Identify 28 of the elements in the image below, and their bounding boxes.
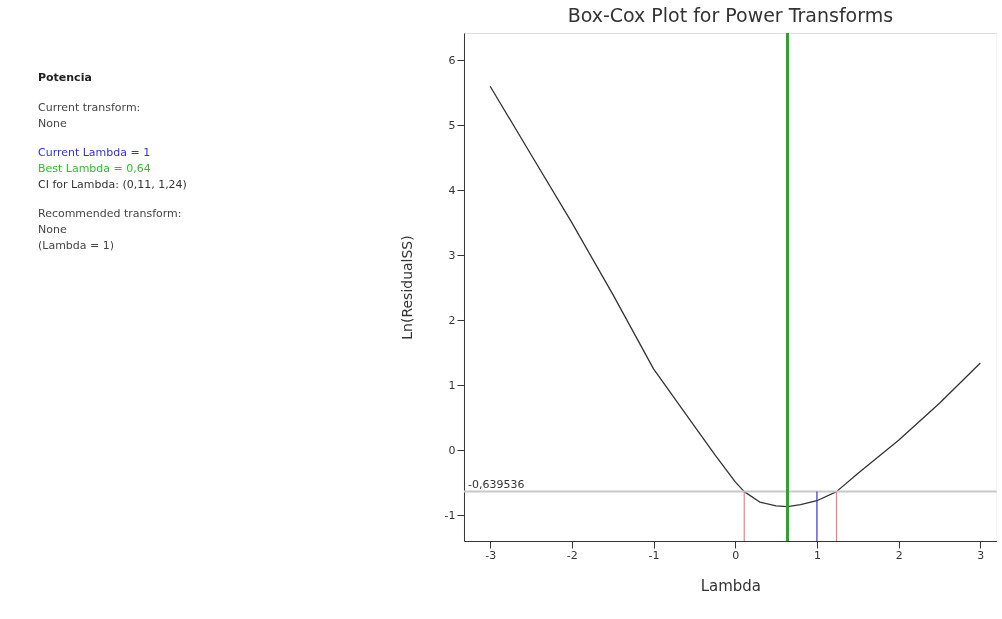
text: Best Lambda = 0,64 [38, 162, 151, 175]
x-axis-title: Lambda [700, 577, 762, 596]
ref-line-label: -0,639536 [467, 477, 525, 491]
y-tick-label: 0 [448, 443, 456, 457]
text: Potencia [38, 71, 92, 84]
x-tick-label: 3 [977, 549, 985, 563]
x-tick-label: 0 [732, 549, 740, 563]
x-tick-label: -3 [485, 549, 497, 563]
x-tick-label: 2 [895, 549, 903, 563]
text: Recommended transform: [38, 207, 182, 220]
x-tick-label: 1 [813, 549, 821, 563]
y-tick-label: 5 [448, 118, 456, 132]
text: (Lambda = 1) [38, 239, 114, 252]
text: Current Lambda = 1 [38, 146, 151, 159]
y-tick-label: 1 [448, 378, 456, 392]
text: None [38, 117, 67, 130]
y-axis-title: Ln(ResidualSS) [398, 235, 415, 340]
y-tick-label: 3 [448, 248, 456, 262]
text: CI for Lambda: (0,11, 1,24) [38, 178, 187, 191]
chart-title: Box-Cox Plot for Power Transforms [567, 3, 894, 26]
y-tick-label: 6 [448, 53, 456, 67]
text: None [38, 223, 67, 236]
y-tick-label: -1 [444, 508, 456, 522]
text: Current transform: [38, 101, 141, 114]
y-tick-label: 4 [448, 183, 456, 197]
y-tick-label: 2 [448, 313, 456, 327]
x-tick-label: -1 [648, 549, 660, 563]
x-tick-label: -2 [566, 549, 578, 563]
